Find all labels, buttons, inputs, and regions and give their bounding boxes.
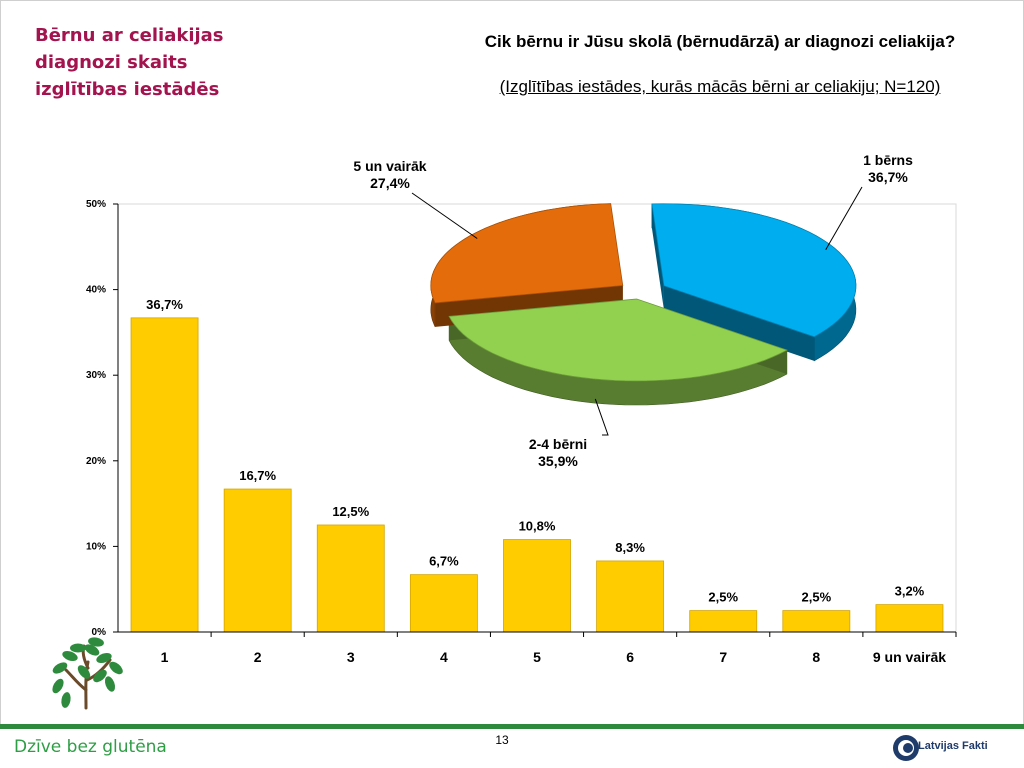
y-tick-label: 0% — [92, 627, 107, 638]
brand-name: Dzīve bez glutēna — [14, 737, 167, 757]
footer-bar — [0, 724, 1024, 729]
bar — [689, 610, 758, 633]
leaf-icon — [62, 650, 78, 662]
bar — [875, 604, 944, 633]
pie-slice — [430, 203, 624, 304]
leaf-icon — [77, 665, 91, 679]
x-tick-label: 2 — [254, 649, 262, 665]
bar — [596, 560, 665, 633]
bar-value-label: 6,7% — [429, 554, 459, 569]
chart-subtitle: (Izglītības iestādes, kurās mācās bērni … — [499, 77, 941, 96]
leaf-icon — [52, 662, 68, 674]
bar — [316, 524, 385, 633]
bar — [223, 488, 292, 633]
x-tick-label: 9 un vairāk — [873, 649, 946, 665]
x-tick-label: 3 — [347, 649, 355, 665]
leaf-icon — [93, 669, 107, 683]
leaf-icon — [104, 676, 116, 692]
x-tick-label: 6 — [626, 649, 634, 665]
chart-question: Cik bērnu ir Jūsu skolā (bērnudārzā) ar … — [484, 32, 956, 51]
x-tick-label: 4 — [440, 649, 448, 665]
leaf-icon — [96, 652, 112, 664]
x-tick-label: 8 — [812, 649, 820, 665]
pie-slice — [651, 203, 857, 338]
y-tick-label: 30% — [86, 370, 106, 381]
tree-logo — [52, 637, 123, 710]
pie-slice-wall — [651, 203, 664, 310]
slide-title: Bērnu ar celiakijas diagnozi skaits izgl… — [35, 25, 224, 100]
x-tick-label: 1 — [161, 649, 169, 665]
leaf-icon — [88, 637, 104, 647]
footer-logo-text: Latvijas Fakti — [918, 740, 988, 752]
pie-leader-line — [594, 398, 609, 436]
bar — [782, 610, 851, 633]
leaf-icon — [52, 678, 64, 694]
y-tick-label: 50% — [86, 199, 106, 210]
x-tick-label: 7 — [719, 649, 727, 665]
tree-trunk — [64, 644, 112, 710]
latvijas-fakti-logo-icon — [893, 735, 919, 761]
bar-value-label: 2,5% — [802, 590, 832, 605]
pie-slice-label: 5 un vairāk — [353, 158, 426, 174]
pie-slice — [448, 298, 788, 382]
leaf-icon — [61, 692, 71, 708]
pie-slice-value: 35,9% — [538, 453, 578, 469]
bar — [409, 574, 478, 633]
leaf-icon — [109, 661, 123, 675]
y-tick-label: 40% — [86, 285, 106, 296]
leaf-icon — [84, 644, 100, 656]
bar-value-label: 10,8% — [519, 519, 556, 534]
bar-value-label: 16,7% — [239, 468, 276, 483]
pie-slice-label: 1 bērns — [863, 152, 913, 168]
bar-value-label: 8,3% — [615, 540, 645, 555]
bar — [503, 539, 571, 633]
pie-slice-value: 36,7% — [868, 169, 908, 185]
pie-slice-label: 2-4 bērni — [529, 436, 587, 452]
leaf-icon — [70, 643, 86, 653]
bar — [130, 317, 199, 633]
pie-slice-value: 27,4% — [370, 175, 410, 191]
y-tick-label: 20% — [86, 456, 106, 467]
bar-value-label: 36,7% — [146, 297, 183, 312]
pie-leader-line — [825, 186, 863, 250]
x-tick-label: 5 — [533, 649, 541, 665]
y-tick-label: 10% — [86, 541, 106, 552]
pie-slice-wall — [663, 285, 815, 361]
bar-value-label: 3,2% — [895, 584, 925, 599]
pie-leader-line — [411, 192, 478, 239]
bar-value-label: 12,5% — [332, 504, 369, 519]
bar-value-label: 2,5% — [708, 590, 738, 605]
page-number: 13 — [495, 733, 509, 747]
